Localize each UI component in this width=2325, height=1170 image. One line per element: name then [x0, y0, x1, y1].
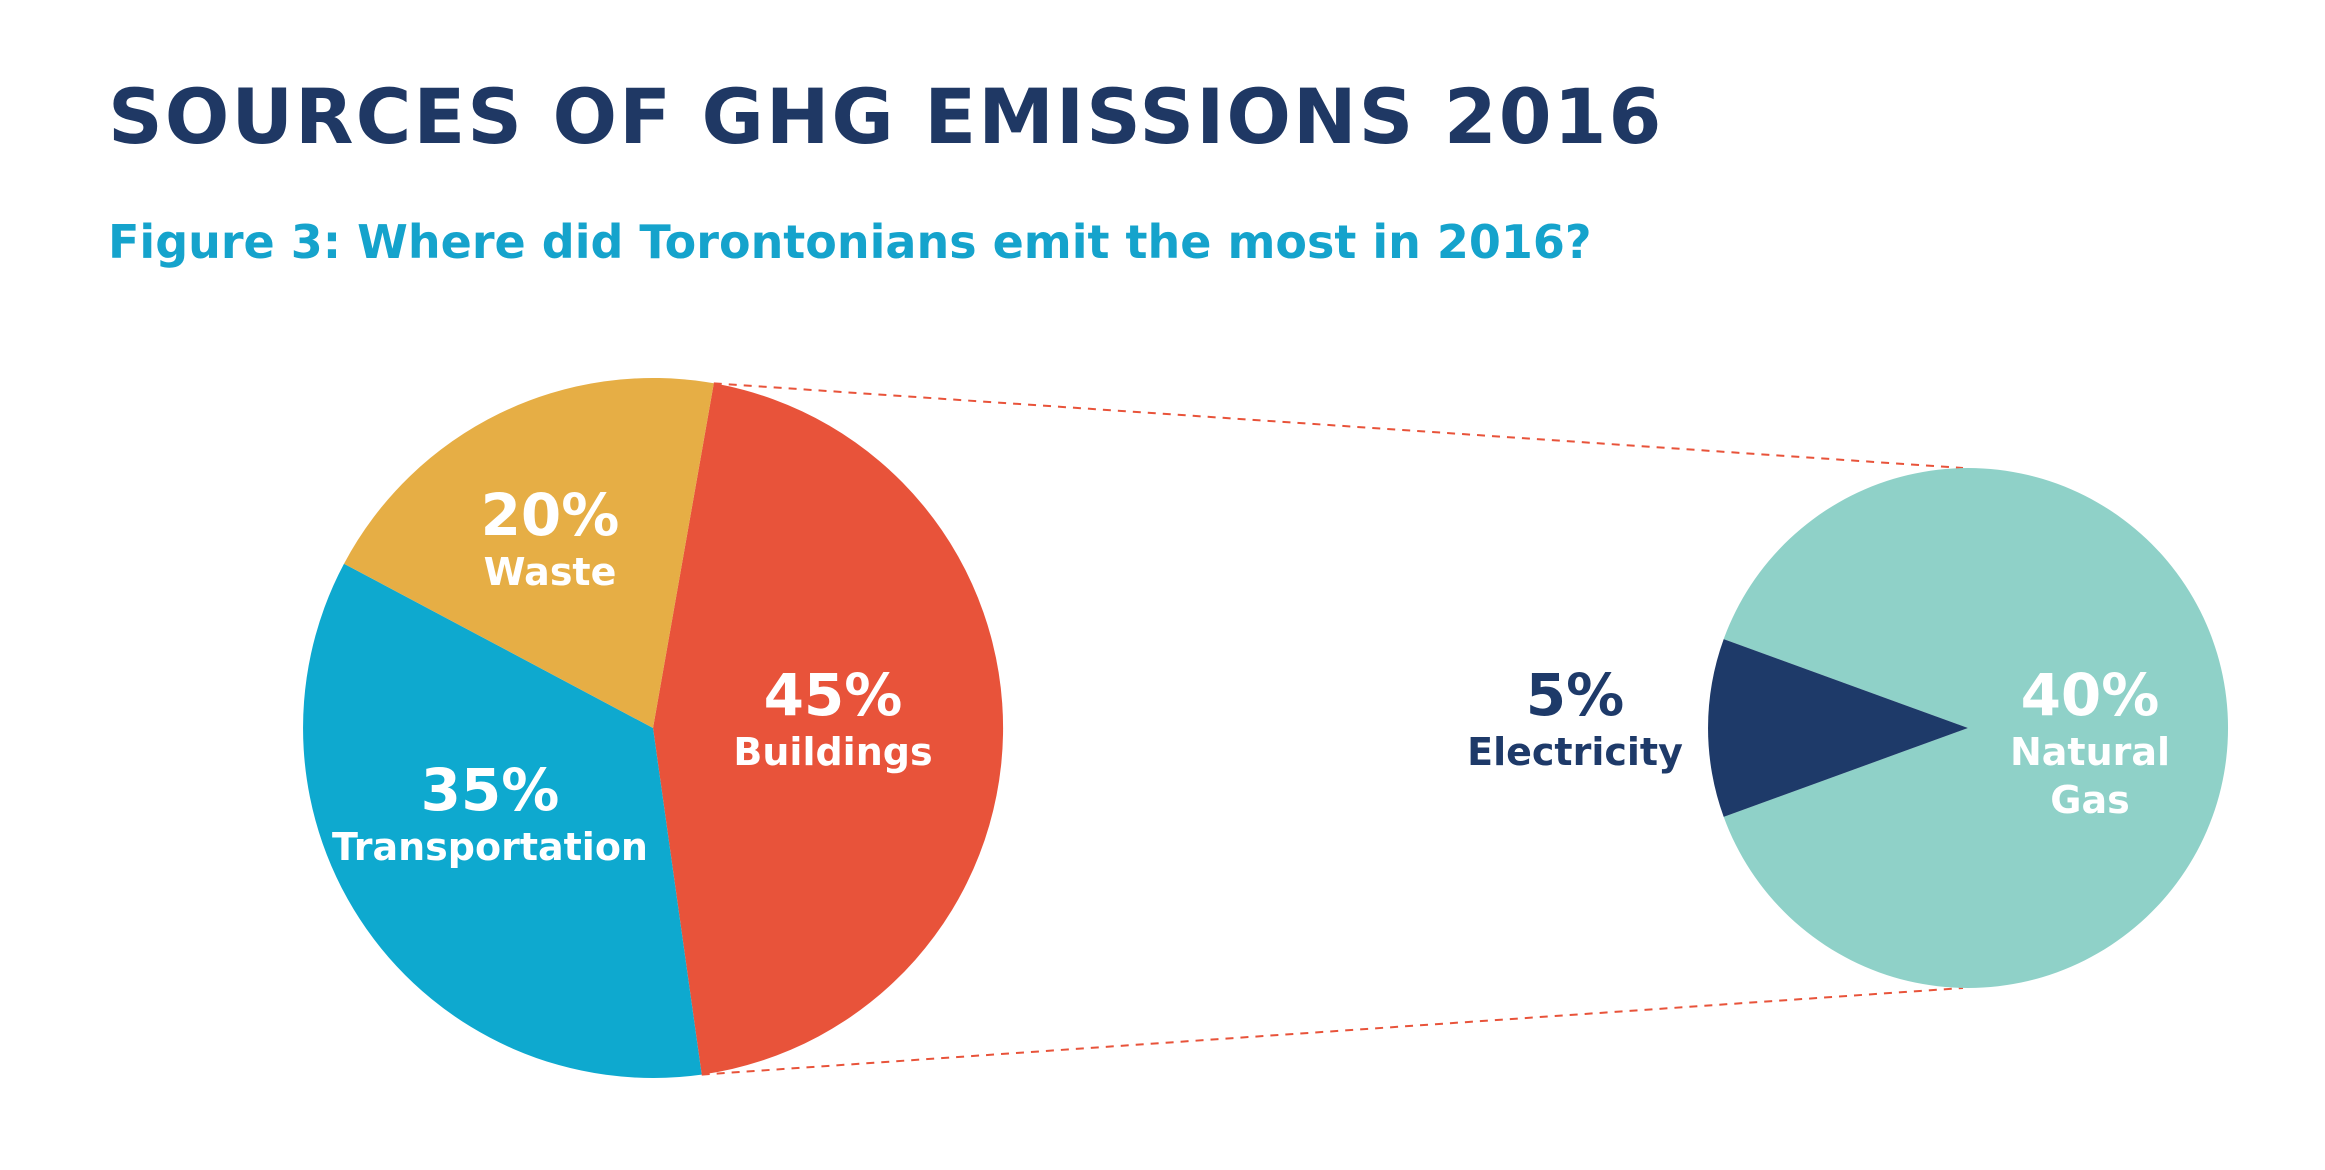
slice-electricity — [1708, 639, 1968, 817]
slice-natural-gas — [1723, 468, 2229, 988]
breakdown-pie — [1708, 468, 2229, 988]
value-label-electricity: 5% — [1526, 661, 1624, 729]
connector-lines — [701, 382, 1964, 1076]
value-label-transportation: 35% — [421, 756, 560, 824]
category-label-buildings: Buildings — [733, 730, 932, 774]
category-label-electricity: Electricity — [1467, 730, 1683, 774]
connector-line-bottom — [701, 987, 1964, 1076]
category-label-natural-gas-line-1: Natural — [2010, 730, 2170, 774]
slice-transportation — [303, 563, 702, 1078]
slice-labels: 45%Buildings 35%Transportation 20%Waste 5%E… — [332, 481, 2170, 869]
connector-line-top — [713, 382, 1964, 469]
value-label-buildings: 45% — [764, 661, 903, 729]
category-label-transportation: Transportation — [332, 825, 648, 869]
main-pie — [303, 377, 1004, 1078]
value-label-waste: 20% — [481, 481, 620, 549]
chart-title: SOURCES OF GHG EMISSIONS 2016 — [108, 72, 1664, 161]
category-label-natural-gas-line-2: Gas — [2050, 778, 2129, 822]
value-label-natural-gas: 40% — [2021, 661, 2160, 729]
category-label-waste: Waste — [484, 550, 617, 594]
chart-subtitle: Figure 3: Where did Torontonians emit th… — [108, 215, 1592, 269]
slice-waste — [344, 377, 714, 728]
slice-buildings — [653, 383, 1004, 1075]
